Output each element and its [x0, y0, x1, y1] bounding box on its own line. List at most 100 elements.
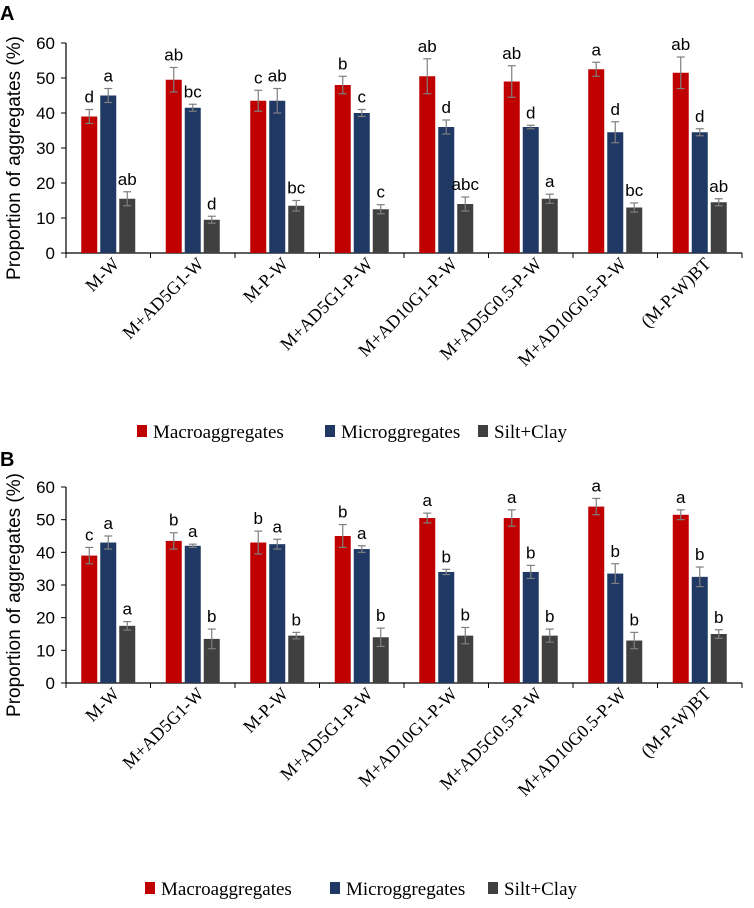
significance-label: ab — [164, 46, 183, 65]
significance-label: b — [611, 542, 620, 561]
legend-swatch — [325, 425, 335, 437]
y-tick-label: 10 — [36, 209, 55, 228]
bar-silt-clay — [203, 638, 220, 683]
significance-label: d — [85, 88, 94, 107]
bar-macroaggregates — [334, 85, 351, 253]
significance-label: ab — [418, 37, 437, 56]
bar-silt-clay — [119, 625, 136, 683]
bar-silt-clay — [710, 634, 727, 683]
y-axis-label: Proportion of aggregates (%) — [4, 36, 25, 280]
significance-label: b — [254, 509, 263, 528]
y-axis-label: Proportion of aggregates (%) — [4, 473, 25, 717]
bar-silt-clay — [372, 637, 389, 683]
bar-macroaggregates — [81, 555, 98, 683]
significance-label: b — [376, 606, 385, 625]
bar-macroaggregates — [250, 542, 267, 683]
bar-macroaggregates — [588, 506, 605, 683]
bar-silt-clay — [457, 635, 474, 683]
legend-swatch — [330, 882, 340, 894]
significance-label: c — [254, 68, 263, 87]
x-category-label: M-W — [81, 684, 123, 726]
significance-label: a — [592, 476, 602, 495]
significance-label: b — [526, 543, 535, 562]
y-tick-label: 40 — [36, 543, 55, 562]
y-tick-label: 30 — [36, 576, 55, 595]
significance-label: a — [104, 514, 114, 533]
x-category-label: M+AD5G1-W — [118, 684, 207, 773]
bar-microggregates — [100, 95, 117, 253]
significance-label: a — [357, 524, 367, 543]
significance-label: b — [338, 503, 347, 522]
x-category-label: M-P-W — [239, 254, 292, 307]
bar-macroaggregates — [672, 72, 689, 253]
significance-label: bc — [625, 181, 643, 200]
significance-label: c — [358, 88, 367, 107]
legend-label: Macroaggregates — [161, 879, 292, 900]
bar-microggregates — [184, 545, 201, 683]
significance-label: a — [507, 488, 517, 507]
bar-macroaggregates — [334, 536, 351, 683]
bar-macroaggregates — [419, 76, 436, 253]
x-category-label: M-W — [81, 254, 123, 296]
legend-label: Macroaggregates — [153, 422, 284, 443]
y-tick-label: 50 — [36, 511, 55, 530]
bar-silt-clay — [626, 640, 643, 683]
significance-label: b — [442, 547, 451, 566]
significance-label: ab — [118, 170, 137, 189]
bar-microggregates — [438, 127, 455, 253]
significance-label: a — [676, 488, 686, 507]
significance-label: a — [188, 522, 198, 541]
bar-microggregates — [353, 549, 370, 683]
panel-label: A — [0, 3, 14, 25]
legend-swatch — [137, 425, 147, 437]
bar-microggregates — [691, 132, 708, 253]
bar-silt-clay — [541, 635, 558, 683]
significance-label: bc — [184, 82, 202, 101]
legend-label: Microggregates — [346, 879, 465, 900]
significance-label: ab — [671, 35, 690, 54]
bar-silt-clay — [626, 207, 643, 253]
significance-label: b — [338, 54, 347, 73]
significance-label: b — [545, 607, 554, 626]
x-category-label: M-P-W — [239, 684, 292, 737]
significance-label: a — [273, 517, 283, 536]
significance-label: a — [545, 172, 555, 191]
significance-label: a — [104, 67, 114, 86]
bar-silt-clay — [288, 635, 305, 683]
y-tick-label: 30 — [36, 139, 55, 158]
y-tick-label: 20 — [36, 609, 55, 628]
significance-label: b — [630, 610, 639, 629]
significance-label: b — [169, 511, 178, 530]
y-tick-label: 0 — [46, 674, 55, 693]
bar-microggregates — [522, 127, 539, 253]
legend-label: Silt+Clay — [494, 422, 568, 443]
significance-label: b — [461, 605, 470, 624]
y-tick-label: 40 — [36, 104, 55, 123]
bar-macroaggregates — [672, 514, 689, 683]
bar-macroaggregates — [419, 518, 436, 683]
significance-label: b — [714, 608, 723, 627]
significance-label: d — [695, 107, 704, 126]
bar-silt-clay — [457, 204, 474, 253]
bar-macroaggregates — [503, 518, 520, 683]
bar-microggregates — [269, 544, 286, 683]
bar-microggregates — [438, 571, 455, 683]
legend-swatch — [488, 882, 498, 894]
significance-label: c — [85, 525, 94, 544]
bar-macroaggregates — [250, 100, 267, 253]
significance-label: b — [292, 610, 301, 629]
bar-silt-clay — [372, 209, 389, 253]
significance-label: c — [377, 183, 386, 202]
significance-label: d — [611, 100, 620, 119]
bar-microggregates — [353, 113, 370, 253]
y-tick-label: 20 — [36, 174, 55, 193]
significance-label: d — [442, 98, 451, 117]
y-tick-label: 50 — [36, 69, 55, 88]
y-tick-label: 60 — [36, 34, 55, 53]
y-tick-label: 10 — [36, 641, 55, 660]
y-tick-label: 60 — [36, 478, 55, 497]
bar-silt-clay — [203, 219, 220, 253]
bar-macroaggregates — [81, 116, 98, 253]
significance-label: a — [123, 600, 133, 619]
